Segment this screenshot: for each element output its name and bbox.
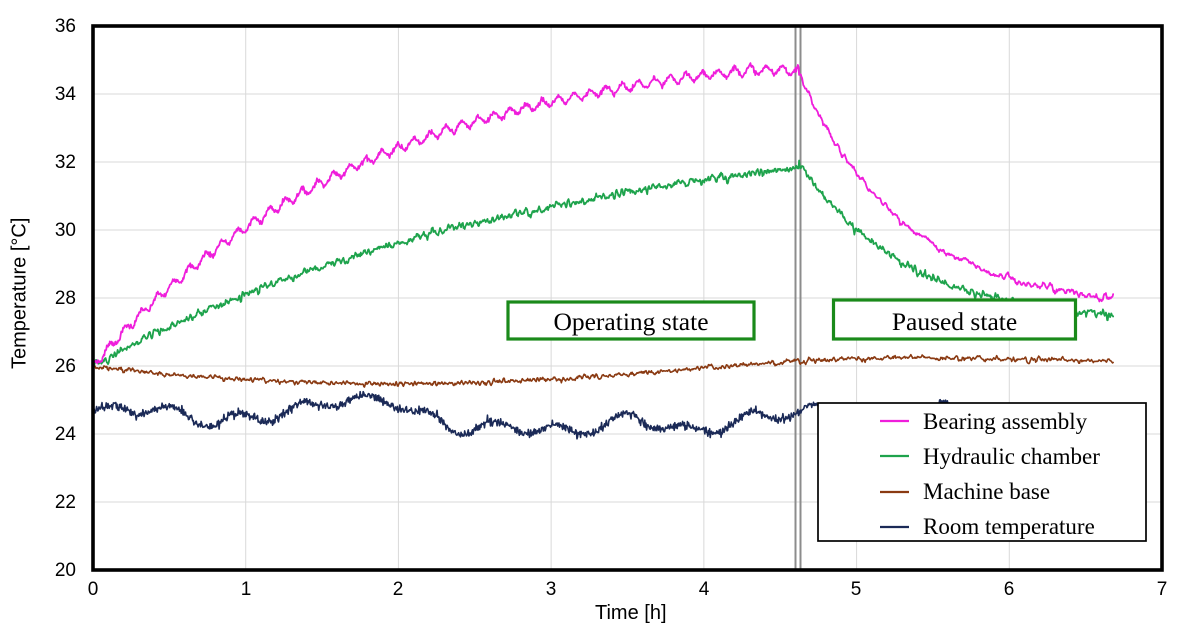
svg-text:Operating state: Operating state <box>553 307 708 336</box>
svg-text:Paused state: Paused state <box>892 307 1017 336</box>
svg-text:Room temperature: Room temperature <box>923 514 1095 539</box>
svg-text:Machine base: Machine base <box>923 479 1050 504</box>
svg-text:Hydraulic chamber: Hydraulic chamber <box>923 444 1100 469</box>
svg-text:Bearing assembly: Bearing assembly <box>923 409 1088 434</box>
